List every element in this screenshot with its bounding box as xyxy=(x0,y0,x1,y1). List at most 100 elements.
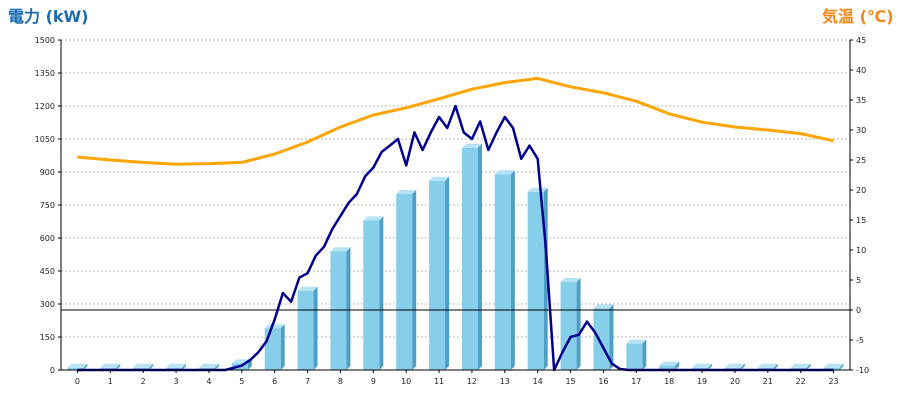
left-tick-label: 1500 xyxy=(35,36,55,45)
bar-top xyxy=(166,363,187,368)
x-tick-label: 23 xyxy=(828,377,838,386)
x-tick-label: 10 xyxy=(401,377,411,386)
bar-side xyxy=(576,278,581,370)
bar-side xyxy=(609,304,614,370)
bar-side xyxy=(116,363,121,370)
right-tick-label: 20 xyxy=(856,186,866,195)
left-tick-label: 300 xyxy=(40,300,55,309)
x-tick-label: 9 xyxy=(371,377,376,386)
x-tick-label: 2 xyxy=(141,377,146,386)
bar-side xyxy=(83,363,88,370)
bar-top xyxy=(297,286,318,291)
x-tick-label: 16 xyxy=(598,377,608,386)
bar-front xyxy=(264,328,281,370)
bar-top xyxy=(133,363,154,368)
x-tick-label: 22 xyxy=(796,377,806,386)
bar-front xyxy=(396,194,413,370)
bar-front xyxy=(429,180,446,370)
bar-side xyxy=(675,361,680,370)
bar-top xyxy=(659,361,680,366)
bar-side xyxy=(445,176,450,370)
bar-front xyxy=(560,282,577,370)
bar-16 xyxy=(593,304,614,370)
bar-top xyxy=(724,363,745,368)
bar-12 xyxy=(461,143,482,370)
bar-top xyxy=(198,363,219,368)
left-tick-label: 750 xyxy=(40,201,55,210)
bar-0 xyxy=(67,363,88,370)
temperature-line xyxy=(77,76,834,166)
bar-side xyxy=(412,190,417,370)
bar-top xyxy=(757,363,778,368)
bar-front xyxy=(494,174,511,370)
right-tick-label: 10 xyxy=(856,246,866,255)
bars xyxy=(67,143,844,370)
left-tick-label: 150 xyxy=(40,333,55,342)
bar-side xyxy=(182,363,187,370)
bar-side xyxy=(313,286,318,370)
right-tick-label: 5 xyxy=(856,276,861,285)
left-y-tick-labels: 0 150 300 450 600 750 900 1050 1200 1350 1500 xyxy=(35,36,55,375)
bar-7 xyxy=(297,286,318,370)
right-tick-label: -10 xyxy=(856,366,869,375)
bar-15 xyxy=(560,278,581,370)
right-tick-label: 40 xyxy=(856,66,866,75)
bar-side xyxy=(477,143,482,370)
x-tick-label: 12 xyxy=(467,377,477,386)
bar-17 xyxy=(626,339,647,370)
temperature-series xyxy=(77,76,834,166)
bar-side xyxy=(708,363,713,370)
bar-top xyxy=(264,324,285,329)
bar-side xyxy=(806,363,811,370)
bar-side xyxy=(510,170,515,370)
bar-top xyxy=(100,363,121,368)
left-tick-label: 0 xyxy=(50,366,55,375)
bar-front xyxy=(297,290,314,370)
bar-side xyxy=(346,247,351,370)
bar-top xyxy=(363,216,384,221)
x-tick-label: 17 xyxy=(631,377,641,386)
bar-top xyxy=(330,247,351,252)
bar-top xyxy=(396,190,417,194)
bar-6 xyxy=(264,324,285,370)
right-axis-title: 気温 (℃) xyxy=(822,7,894,26)
bar-front xyxy=(363,220,380,370)
x-tick-label: 19 xyxy=(697,377,707,386)
bar-side xyxy=(280,324,285,370)
x-tick-label: 1 xyxy=(108,377,113,386)
bar-top xyxy=(626,339,647,344)
bar-front xyxy=(659,365,676,370)
x-tick-label: 7 xyxy=(305,377,310,386)
left-tick-label: 1350 xyxy=(35,69,55,78)
bar-9 xyxy=(363,216,384,370)
right-tick-label: 35 xyxy=(856,96,866,105)
left-tick-label: 450 xyxy=(40,267,55,276)
bar-front xyxy=(626,343,643,370)
bar-top xyxy=(429,176,450,181)
x-tick-label: 14 xyxy=(533,377,543,386)
bar-top xyxy=(494,170,515,175)
right-tick-label: -5 xyxy=(856,336,864,345)
x-tick-label: 0 xyxy=(75,377,80,386)
bar-11 xyxy=(429,176,450,370)
bar-front xyxy=(593,308,610,370)
bar-side xyxy=(740,363,745,370)
bar-side xyxy=(247,359,252,370)
bar-side xyxy=(379,216,384,370)
x-tick-label: 21 xyxy=(763,377,773,386)
right-y-tick-labels: -10 -5 0 5 10 15 20 25 30 35 40 45 xyxy=(856,36,869,375)
x-tick-label: 18 xyxy=(664,377,674,386)
x-tick-label: 13 xyxy=(500,377,510,386)
x-tick-labels: 0 1 2 3 4 5 6 7 8 9 10 11 12 13 14 15 16 17 18 19 20 21 22 23 xyxy=(75,377,839,386)
x-tick-label: 20 xyxy=(730,377,740,386)
bar-8 xyxy=(330,247,351,370)
x-tick-label: 4 xyxy=(206,377,211,386)
bar-top xyxy=(823,363,844,368)
left-axis-title: 電力 (kW) xyxy=(8,7,89,26)
right-tick-label: 45 xyxy=(856,36,866,45)
axes xyxy=(58,39,853,373)
left-tick-label: 1050 xyxy=(35,135,55,144)
right-tick-label: 25 xyxy=(856,156,866,165)
bar-front xyxy=(67,367,84,370)
x-tick-label: 5 xyxy=(239,377,244,386)
